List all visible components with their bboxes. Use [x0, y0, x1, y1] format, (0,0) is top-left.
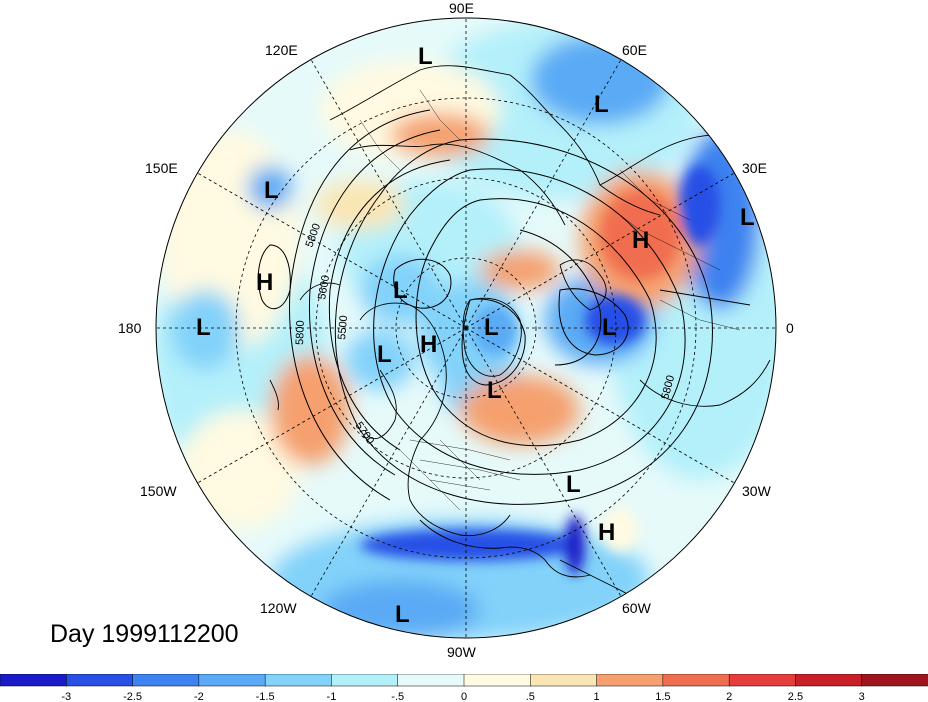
colorbar-tick-label: -2.5 [123, 691, 142, 702]
low-center: L [377, 341, 392, 368]
low-center: L [418, 43, 433, 70]
meridian-line [465, 327, 735, 484]
colorbar-swatch [596, 674, 664, 687]
lon-label-60e: 60E [622, 42, 647, 58]
high-center: H [598, 519, 615, 546]
lon-label-180: 180 [118, 320, 142, 336]
lon-label-120w: 120W [260, 600, 297, 616]
high-center: H [632, 227, 649, 254]
meridian-line [310, 59, 467, 329]
map-title: Day 1999112200 [50, 620, 239, 648]
height-contours [257, 109, 713, 505]
lon-label-90w: 90W [447, 644, 477, 660]
lon-label-30w: 30W [742, 483, 772, 499]
colorbar-tick-label: -1 [327, 691, 337, 702]
colorbar-swatch [530, 674, 598, 687]
colorbar-tick-label: 1.5 [655, 691, 670, 702]
colorbar-swatch [397, 674, 465, 687]
polar-map: 5800 5600 5500 5800 5700 5800 L L L L H … [118, 0, 794, 660]
low-center: L [566, 471, 581, 498]
meridian-line [465, 327, 622, 597]
anomaly-field [156, 18, 776, 638]
colorbar-swatch [66, 674, 134, 687]
lon-label-60w: 60W [622, 600, 652, 616]
colorbar-tick-label: 3 [859, 691, 865, 702]
colorbar-tick-label: .5 [526, 691, 535, 702]
longitude-labels: 90E 60E 30E 0 30W 60W 90W 120W 150W 180 … [118, 0, 794, 660]
low-center: L [196, 314, 211, 341]
colorbar-tick-label: -3 [61, 691, 71, 702]
graticule [156, 18, 776, 638]
lon-label-30e: 30E [742, 160, 767, 176]
map-boundary [155, 17, 777, 639]
contour-label: 5500 [336, 315, 350, 340]
colorbar-swatch [132, 674, 200, 687]
meridian-line [465, 172, 735, 329]
colorbar-swatch [795, 674, 863, 687]
colorbar-swatch [0, 674, 68, 687]
meridian-line [197, 327, 467, 484]
colorbar-swatch [463, 674, 532, 687]
colorbar-tick-label: 0 [461, 691, 467, 702]
low-center: L [594, 91, 609, 118]
low-center: L [740, 204, 755, 231]
lon-label-0: 0 [786, 320, 794, 336]
meridian-line [465, 59, 622, 329]
colorbar-tick-label: 2.5 [788, 691, 803, 702]
lon-label-90e: 90E [449, 0, 474, 16]
meridian-line [310, 327, 467, 597]
colorbar: -3 -2.5 -2 -1.5 -1 -.5 0 .5 1 1.5 2 2.5 3 [0, 674, 928, 702]
colorbar-swatch [728, 674, 797, 687]
low-center: L [393, 277, 408, 304]
lon-label-150e: 150E [145, 160, 178, 176]
colorbar-tick-label: -2 [194, 691, 204, 702]
pressure-centers: L L L L H L L L H L L H L L H L [196, 43, 755, 628]
lon-label-120e: 120E [265, 42, 298, 58]
low-center: L [264, 177, 279, 204]
colorbar-tick-label: 1 [594, 691, 600, 702]
high-center: H [420, 331, 437, 358]
contour-label: 5800 [294, 320, 307, 345]
colorbar-tick-label: -1.5 [256, 691, 275, 702]
meridian-line [197, 172, 467, 329]
colorbar-tick-label: -.5 [391, 691, 404, 702]
colorbar-swatch [861, 674, 928, 687]
low-center: L [602, 314, 617, 341]
lon-label-150w: 150W [140, 483, 177, 499]
low-center: L [484, 314, 499, 341]
high-center: H [256, 269, 273, 296]
contour-label: 5600 [316, 274, 332, 300]
low-center: L [487, 377, 502, 404]
colorbar-swatch [331, 674, 399, 687]
colorbar-swatch [662, 674, 730, 687]
colorbar-tick-label: 2 [726, 691, 732, 702]
colorbar-swatch [264, 674, 333, 687]
low-center: L [395, 601, 410, 628]
colorbar-swatch [198, 674, 266, 687]
